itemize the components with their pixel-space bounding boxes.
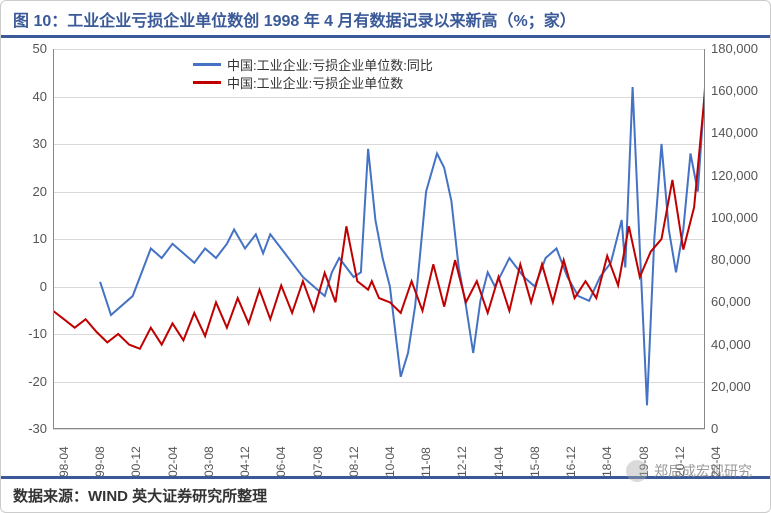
chart-title: 图 10：工业企业亏损企业单位数创 1998 年 4 月有数据记录以来新高（%；… [13, 7, 758, 31]
x-tick: 15-08 [528, 446, 542, 477]
y-tick-right: 0 [711, 421, 771, 436]
watermark-text: 郑后成宏观研究 [654, 461, 752, 481]
legend-swatch-blue [193, 63, 221, 66]
title-bar: 图 10：工业企业亏损企业单位数创 1998 年 4 月有数据记录以来新高（%；… [1, 1, 770, 38]
source-text: 数据来源：WIND 英大证券研究所整理 [13, 485, 758, 506]
legend-label: 中国:工业企业:亏损企业单位数:同比 [227, 55, 433, 74]
x-tick: 04-12 [238, 446, 252, 477]
y-tick-left: -30 [7, 421, 47, 436]
y-tick-right: 120,000 [711, 168, 771, 183]
y-tick-left: 0 [7, 279, 47, 294]
x-tick: 06-04 [274, 446, 288, 477]
x-tick: 10-04 [383, 446, 397, 477]
line-blue [100, 87, 705, 405]
line-svg [53, 49, 705, 429]
watermark-icon [626, 460, 648, 482]
x-tick: 18-04 [600, 446, 614, 477]
x-tick: 11-08 [419, 447, 433, 477]
watermark: 郑后成宏观研究 [626, 460, 752, 482]
chart-figure: 图 10：工业企业亏损企业单位数创 1998 年 4 月有数据记录以来新高（%；… [0, 0, 771, 513]
x-tick: 07-08 [311, 446, 325, 477]
x-tick: 00-12 [129, 446, 143, 477]
chart-plot-area: -30-20-1001020304050020,00040,00060,0008… [53, 49, 705, 429]
y-tick-left: 10 [7, 231, 47, 246]
x-tick: 12-12 [455, 446, 469, 477]
legend-item: 中国:工业企业:亏损企业单位数 [193, 73, 433, 91]
y-tick-left: 30 [7, 136, 47, 151]
y-tick-right: 60,000 [711, 294, 771, 309]
y-tick-left: -20 [7, 374, 47, 389]
y-tick-right: 40,000 [711, 337, 771, 352]
x-tick: 08-12 [347, 446, 361, 477]
y-tick-right: 160,000 [711, 83, 771, 98]
y-tick-left: 20 [7, 184, 47, 199]
grid-line [53, 429, 705, 430]
y-tick-left: 40 [7, 89, 47, 104]
y-tick-right: 20,000 [711, 379, 771, 394]
legend-label: 中国:工业企业:亏损企业单位数 [227, 73, 403, 92]
legend-item: 中国:工业企业:亏损企业单位数:同比 [193, 55, 433, 73]
x-tick: 02-04 [166, 446, 180, 477]
y-tick-right: 80,000 [711, 252, 771, 267]
y-tick-left: 50 [7, 41, 47, 56]
x-tick: 98-04 [57, 446, 71, 477]
line-red [53, 91, 705, 349]
y-tick-right: 100,000 [711, 210, 771, 225]
x-tick: 14-04 [492, 446, 506, 477]
legend-swatch-red [193, 81, 221, 84]
x-tick: 99-08 [93, 446, 107, 477]
x-tick: 16-12 [564, 446, 578, 477]
legend: 中国:工业企业:亏损企业单位数:同比 中国:工业企业:亏损企业单位数 [193, 55, 433, 91]
y-tick-left: -10 [7, 326, 47, 341]
plot-canvas: -30-20-1001020304050020,00040,00060,0008… [53, 49, 705, 429]
y-tick-right: 180,000 [711, 41, 771, 56]
y-tick-right: 140,000 [711, 125, 771, 140]
x-tick: 03-08 [202, 446, 216, 477]
